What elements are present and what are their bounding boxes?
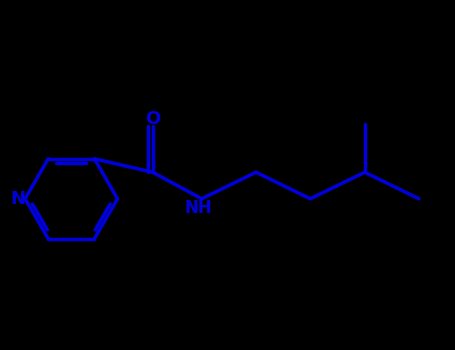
Text: N: N [11,190,26,208]
Text: NH: NH [184,199,212,217]
Text: O: O [145,110,161,128]
